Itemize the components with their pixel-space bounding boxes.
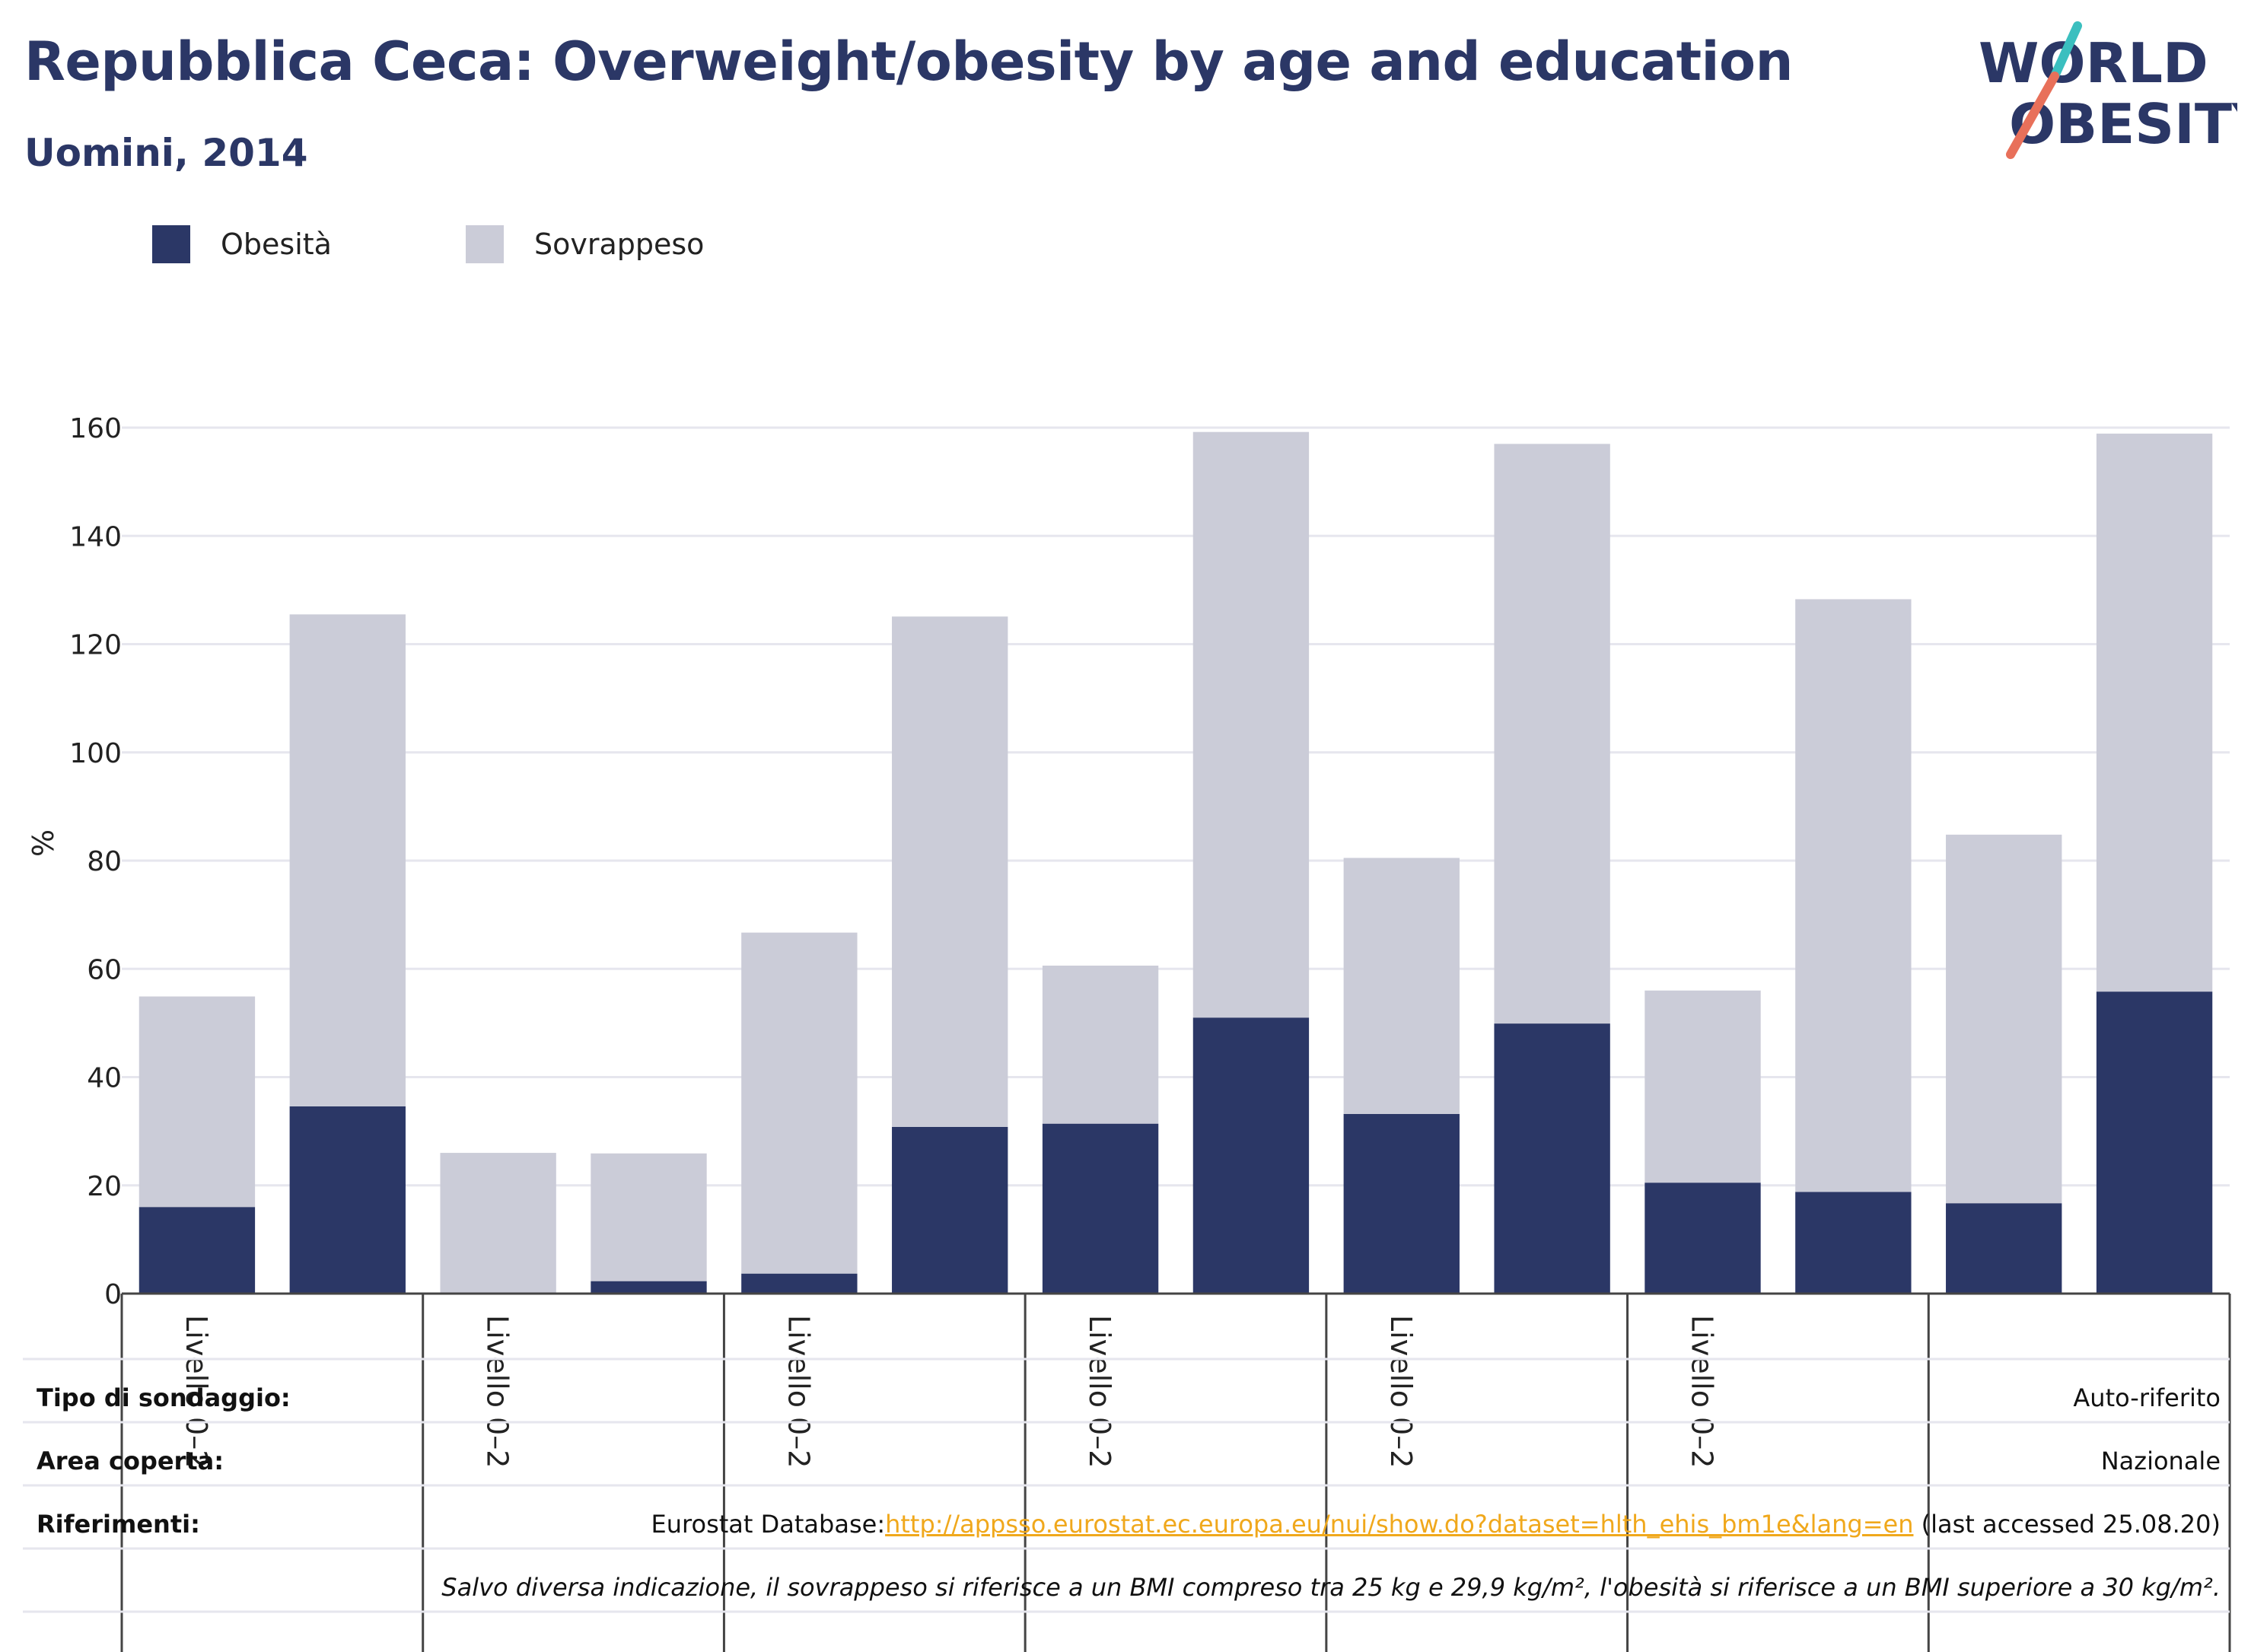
bar-overweight-7[interactable]	[1192, 431, 1310, 1018]
y-tick-label-0: 0	[104, 1279, 122, 1310]
definition-note: Salvo diversa indicazione, il sovrappeso…	[441, 1573, 2221, 1602]
bar-group-5	[892, 616, 1008, 1294]
bar-overweight-8[interactable]	[1343, 858, 1460, 1114]
references-link[interactable]: http://appsso.eurostat.ec.europa.eu/nui/…	[885, 1510, 1914, 1539]
survey-type-value: Auto-riferito	[2073, 1383, 2221, 1412]
grid-lines	[122, 426, 2230, 1187]
bar-overweight-3[interactable]	[591, 1153, 707, 1281]
bar-group-4	[741, 932, 858, 1294]
info-row-references: Riferimenti: Eurostat Database:http://ap…	[37, 1501, 2221, 1546]
references-prefix: Eurostat Database:	[651, 1510, 886, 1539]
axes: 0 20 40 60 80 100 120 140 160 Livello 0–2 Livello …	[69, 413, 2230, 1468]
chart-subtitle: Uomini, 2014	[24, 131, 308, 175]
bar-obesity-4[interactable]	[741, 1273, 858, 1294]
legend-item-overweight[interactable]: Sovrappeso	[466, 225, 704, 263]
bar-group-11	[1795, 599, 1912, 1294]
legend-label-overweight: Sovrappeso	[534, 228, 705, 261]
bar-overweight-2[interactable]	[440, 1153, 556, 1294]
bar-obesity-3[interactable]	[591, 1281, 707, 1294]
y-tick-label-2: 40	[87, 1063, 122, 1094]
y-tick-label-6: 120	[69, 630, 122, 661]
info-row-note: Salvo diversa indicazione, il sovrappeso…	[37, 1564, 2221, 1609]
area-value: Nazionale	[2100, 1447, 2221, 1475]
x-tick-label-6: Livello 0–2	[1083, 1315, 1116, 1468]
bar-group-6	[1042, 965, 1159, 1294]
references-suffix: (last accessed 25.08.20)	[1913, 1510, 2221, 1539]
bar-group-13	[2096, 433, 2213, 1294]
x-tick-label-0: Livello 0–2	[180, 1315, 213, 1468]
bar-obesity-0[interactable]	[138, 1207, 256, 1294]
x-tick-label-10: Livello 0–2	[1686, 1315, 1719, 1468]
bar-overweight-10[interactable]	[1644, 990, 1761, 1183]
y-tick-label-4: 80	[87, 846, 122, 877]
bar-overweight-4[interactable]	[741, 932, 858, 1274]
bar-overweight-12[interactable]	[1946, 834, 2062, 1204]
references-value: Eurostat Database:http://appsso.eurostat…	[651, 1510, 2221, 1539]
bar-overweight-9[interactable]	[1494, 444, 1610, 1024]
references-label: Riferimenti:	[37, 1510, 200, 1539]
logo-slash-teal	[2050, 21, 2082, 81]
info-table-lines	[23, 1294, 2231, 1652]
bar-overweight-13[interactable]	[2096, 433, 2213, 992]
bar-obesity-9[interactable]	[1494, 1023, 1610, 1294]
bar-obesity-11[interactable]	[1795, 1192, 1912, 1294]
bar-group-1	[289, 614, 406, 1294]
bar-group-8	[1343, 858, 1460, 1294]
chart-title: Repubblica Ceca: Overweight/obesity by a…	[24, 30, 1793, 93]
world-obesity-logo: WORLD OBESITY	[1979, 21, 2237, 159]
bar-obesity-13[interactable]	[2096, 992, 2213, 1294]
legend-item-obesity[interactable]: Obesità	[152, 225, 332, 263]
bar-obesity-8[interactable]	[1343, 1113, 1460, 1294]
bar-overweight-0[interactable]	[138, 996, 256, 1208]
bar-obesity-6[interactable]	[1042, 1123, 1159, 1294]
info-row-survey-type: Tipo di sondaggio: Auto-riferito	[37, 1374, 2221, 1420]
bar-group-9	[1494, 444, 1610, 1294]
bar-group-3	[591, 1153, 707, 1294]
bar-overweight-6[interactable]	[1042, 965, 1159, 1124]
legend-swatch-obesity	[152, 225, 190, 263]
legend-swatch-overweight	[466, 225, 504, 263]
bar-obesity-10[interactable]	[1644, 1183, 1761, 1294]
bar-obesity-1[interactable]	[289, 1106, 406, 1294]
y-axis-title: %	[27, 829, 60, 857]
y-tick-label-1: 20	[87, 1171, 122, 1202]
y-tick-label-3: 60	[87, 954, 122, 985]
bar-group-7	[1192, 431, 1310, 1294]
y-tick-label-5: 100	[69, 738, 122, 769]
y-tick-label-7: 140	[69, 521, 122, 552]
bar-obesity-5[interactable]	[892, 1126, 1008, 1294]
x-tick-label-4: Livello 0–2	[782, 1315, 815, 1468]
logo-word-world: WORLD	[1979, 31, 2208, 95]
bar-overweight-11[interactable]	[1795, 599, 1912, 1192]
logo-slash-coral	[2006, 72, 2059, 159]
bar-group-0	[138, 996, 256, 1294]
x-tick-label-2: Livello 0–2	[481, 1315, 514, 1468]
y-tick-label-8: 160	[69, 413, 122, 444]
logo-word-obesity: OBESITY	[2009, 92, 2237, 156]
bar-overweight-5[interactable]	[892, 616, 1008, 1127]
bar-groups	[138, 431, 2213, 1294]
bar-overweight-1[interactable]	[289, 614, 406, 1106]
bar-group-12	[1946, 834, 2062, 1294]
bar-group-2	[440, 1153, 556, 1294]
area-label: Area coperta:	[37, 1447, 224, 1475]
bar-obesity-12[interactable]	[1946, 1203, 2062, 1294]
info-row-area: Area coperta: Nazionale	[37, 1437, 2221, 1483]
bar-obesity-7[interactable]	[1192, 1017, 1310, 1294]
x-tick-label-8: Livello 0–2	[1384, 1315, 1418, 1468]
bar-group-10	[1644, 990, 1761, 1294]
survey-type-label: Tipo di sondaggio:	[37, 1383, 291, 1412]
legend-label-obesity: Obesità	[221, 228, 332, 261]
